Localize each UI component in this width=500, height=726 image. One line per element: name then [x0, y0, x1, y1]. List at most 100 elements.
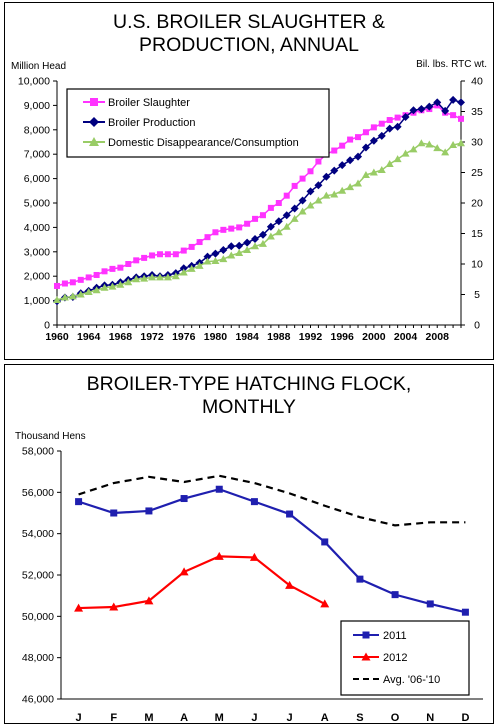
data-point [235, 249, 244, 257]
series-line [78, 488, 466, 614]
x-tick-label: 2000 [362, 331, 386, 343]
data-point [385, 124, 394, 133]
chart-plot-monthly: 46,000 48,000 50,000 52,000 54,000 56,000 58,0… [22, 446, 483, 724]
data-point [401, 112, 410, 121]
series-line [56, 142, 462, 301]
y-axis-left-label: Million Head [11, 61, 67, 72]
data-point [60, 293, 69, 301]
data-point [369, 168, 378, 176]
data-point [85, 274, 92, 281]
x-tick-label: A [180, 712, 188, 724]
data-point [187, 264, 196, 272]
x-tick-label: 2008 [426, 331, 450, 343]
data-point [393, 122, 402, 131]
data-point [275, 200, 282, 206]
data-point [330, 166, 339, 175]
data-point [180, 495, 188, 503]
data-point [285, 580, 295, 589]
data-point [125, 261, 132, 267]
data-point [291, 182, 298, 189]
y-tick-label-left: 1,000 [24, 295, 50, 307]
data-point [282, 211, 291, 220]
data-point [338, 161, 347, 170]
legend-marker [89, 137, 99, 146]
series-0 [75, 485, 469, 616]
x-tick-label: S [356, 712, 363, 724]
x-tick-label: J [287, 712, 293, 724]
x-tick-label: M [215, 712, 224, 724]
data-point [331, 147, 338, 154]
data-point [74, 603, 84, 612]
data-point [203, 252, 212, 261]
legend-box [66, 88, 330, 158]
x-tick-label: O [391, 712, 400, 724]
legend-marker [362, 631, 370, 639]
x-tick-label: 1972 [140, 331, 164, 343]
data-point [322, 191, 331, 199]
series-line [56, 104, 462, 287]
data-point [228, 225, 235, 232]
data-point [356, 575, 364, 583]
data-point [109, 602, 119, 611]
y-tick-label-right: 10 [471, 259, 483, 271]
data-point [100, 283, 109, 291]
chart-title-line2: MONTHLY [202, 396, 296, 418]
data-point [92, 286, 101, 294]
data-point [314, 196, 323, 204]
data-point [148, 273, 157, 281]
data-point [249, 552, 259, 561]
data-point [409, 145, 418, 153]
data-point [377, 166, 386, 174]
legend-label: 2011 [383, 630, 407, 642]
data-point [378, 120, 385, 127]
data-point [401, 149, 410, 157]
chart-title-line1: BROILER-TYPE HATCHING FLOCK, [86, 373, 412, 395]
data-point [236, 224, 243, 231]
x-tick-label: M [144, 712, 153, 724]
data-point [306, 201, 315, 209]
y-tick-label-right: 15 [471, 228, 483, 240]
data-point [251, 234, 260, 243]
data-point [286, 510, 294, 518]
data-point [267, 204, 274, 211]
data-point [433, 144, 442, 152]
data-point [93, 271, 100, 278]
data-point [320, 599, 330, 608]
data-point [450, 112, 457, 119]
legend-label: 2012 [383, 652, 407, 664]
x-tick-label: 1984 [235, 331, 259, 343]
y-tick-label-left: 7,000 [24, 149, 50, 161]
data-point [355, 134, 362, 141]
legend-marker [89, 117, 99, 127]
data-point [179, 268, 188, 276]
data-point [54, 282, 60, 289]
y-tick-label-left: 5,000 [24, 198, 50, 210]
x-tick-label: 1964 [77, 331, 101, 343]
data-point [409, 106, 418, 115]
y-tick-label-left: 8,000 [24, 124, 50, 136]
data-point [346, 183, 355, 191]
chart-plot-annual: 0 1,000 2,000 3,000 4,000 5,000 6,000 7,000 8,00… [18, 76, 483, 344]
data-point [458, 115, 464, 122]
data-point [385, 159, 394, 167]
y-tick-label-left: 10,000 [18, 76, 50, 88]
data-point [124, 278, 133, 286]
data-point [144, 596, 154, 605]
data-point [179, 567, 189, 576]
data-point [132, 275, 141, 283]
data-point [361, 143, 370, 152]
series-line [78, 474, 466, 527]
y-axis-right-label: Bil. lbs. RTC wt. [416, 59, 487, 70]
data-point [417, 105, 426, 114]
data-point [307, 168, 314, 175]
data-point [433, 98, 442, 107]
x-tick-label: A [321, 712, 329, 724]
data-point [227, 242, 236, 251]
data-point [338, 186, 347, 194]
data-point [266, 232, 275, 240]
y-tick-label: 56,000 [22, 487, 54, 499]
data-point [180, 247, 187, 254]
data-point [259, 212, 266, 219]
data-point [141, 254, 148, 261]
x-tick-label: 1980 [204, 331, 228, 343]
